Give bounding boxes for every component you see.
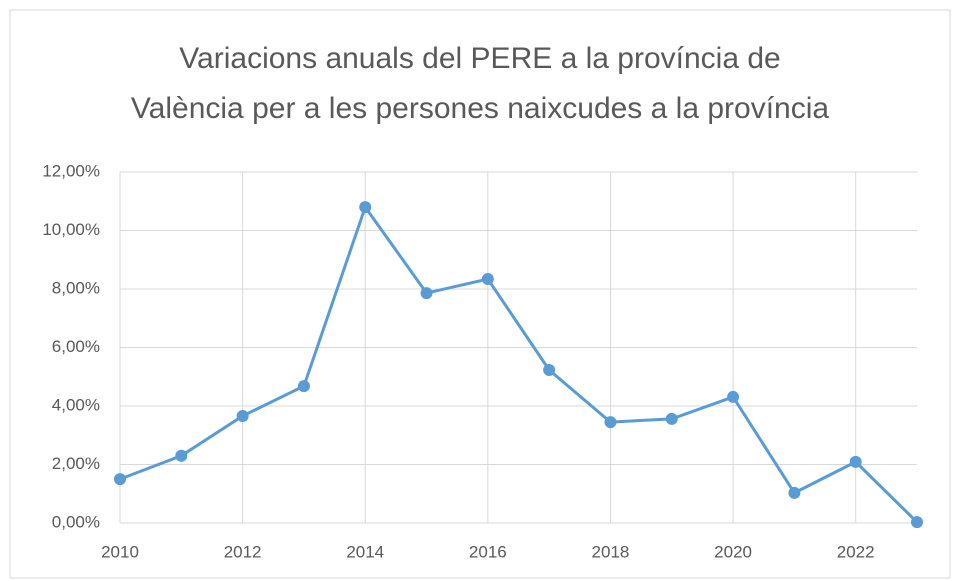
chart-border (9, 9, 951, 579)
data-point (543, 364, 556, 377)
data-point (481, 273, 494, 286)
x-tick-label: 2022 (837, 542, 875, 561)
x-tick-label: 2016 (469, 542, 507, 561)
y-tick-label: 2,00% (52, 454, 100, 473)
y-tick-label: 0,00% (52, 512, 100, 531)
data-point (911, 516, 923, 529)
data-point (604, 416, 617, 429)
data-point (175, 449, 188, 462)
data-point (236, 409, 249, 422)
data-point (359, 201, 372, 214)
y-tick-label: 4,00% (52, 395, 100, 414)
data-point (788, 486, 801, 499)
x-tick-label: 2014 (346, 542, 384, 561)
data-point (297, 380, 310, 393)
x-tick-label: 2018 (592, 542, 630, 561)
y-tick-label: 6,00% (52, 337, 100, 356)
data-point (849, 455, 862, 468)
x-tick-label: 2012 (224, 542, 262, 561)
y-tick-label: 8,00% (52, 278, 100, 297)
y-tick-label: 10,00% (42, 220, 100, 239)
data-point (727, 390, 740, 403)
x-tick-label: 2010 (101, 542, 139, 561)
data-point (420, 287, 433, 300)
data-point (114, 473, 126, 486)
y-tick-label: 12,00% (42, 161, 100, 180)
chart-title: Variacions anuals del PERE a la provínci… (130, 42, 830, 125)
data-line (119, 203, 919, 524)
data-point (665, 412, 678, 425)
x-tick-label: 2020 (714, 542, 752, 561)
